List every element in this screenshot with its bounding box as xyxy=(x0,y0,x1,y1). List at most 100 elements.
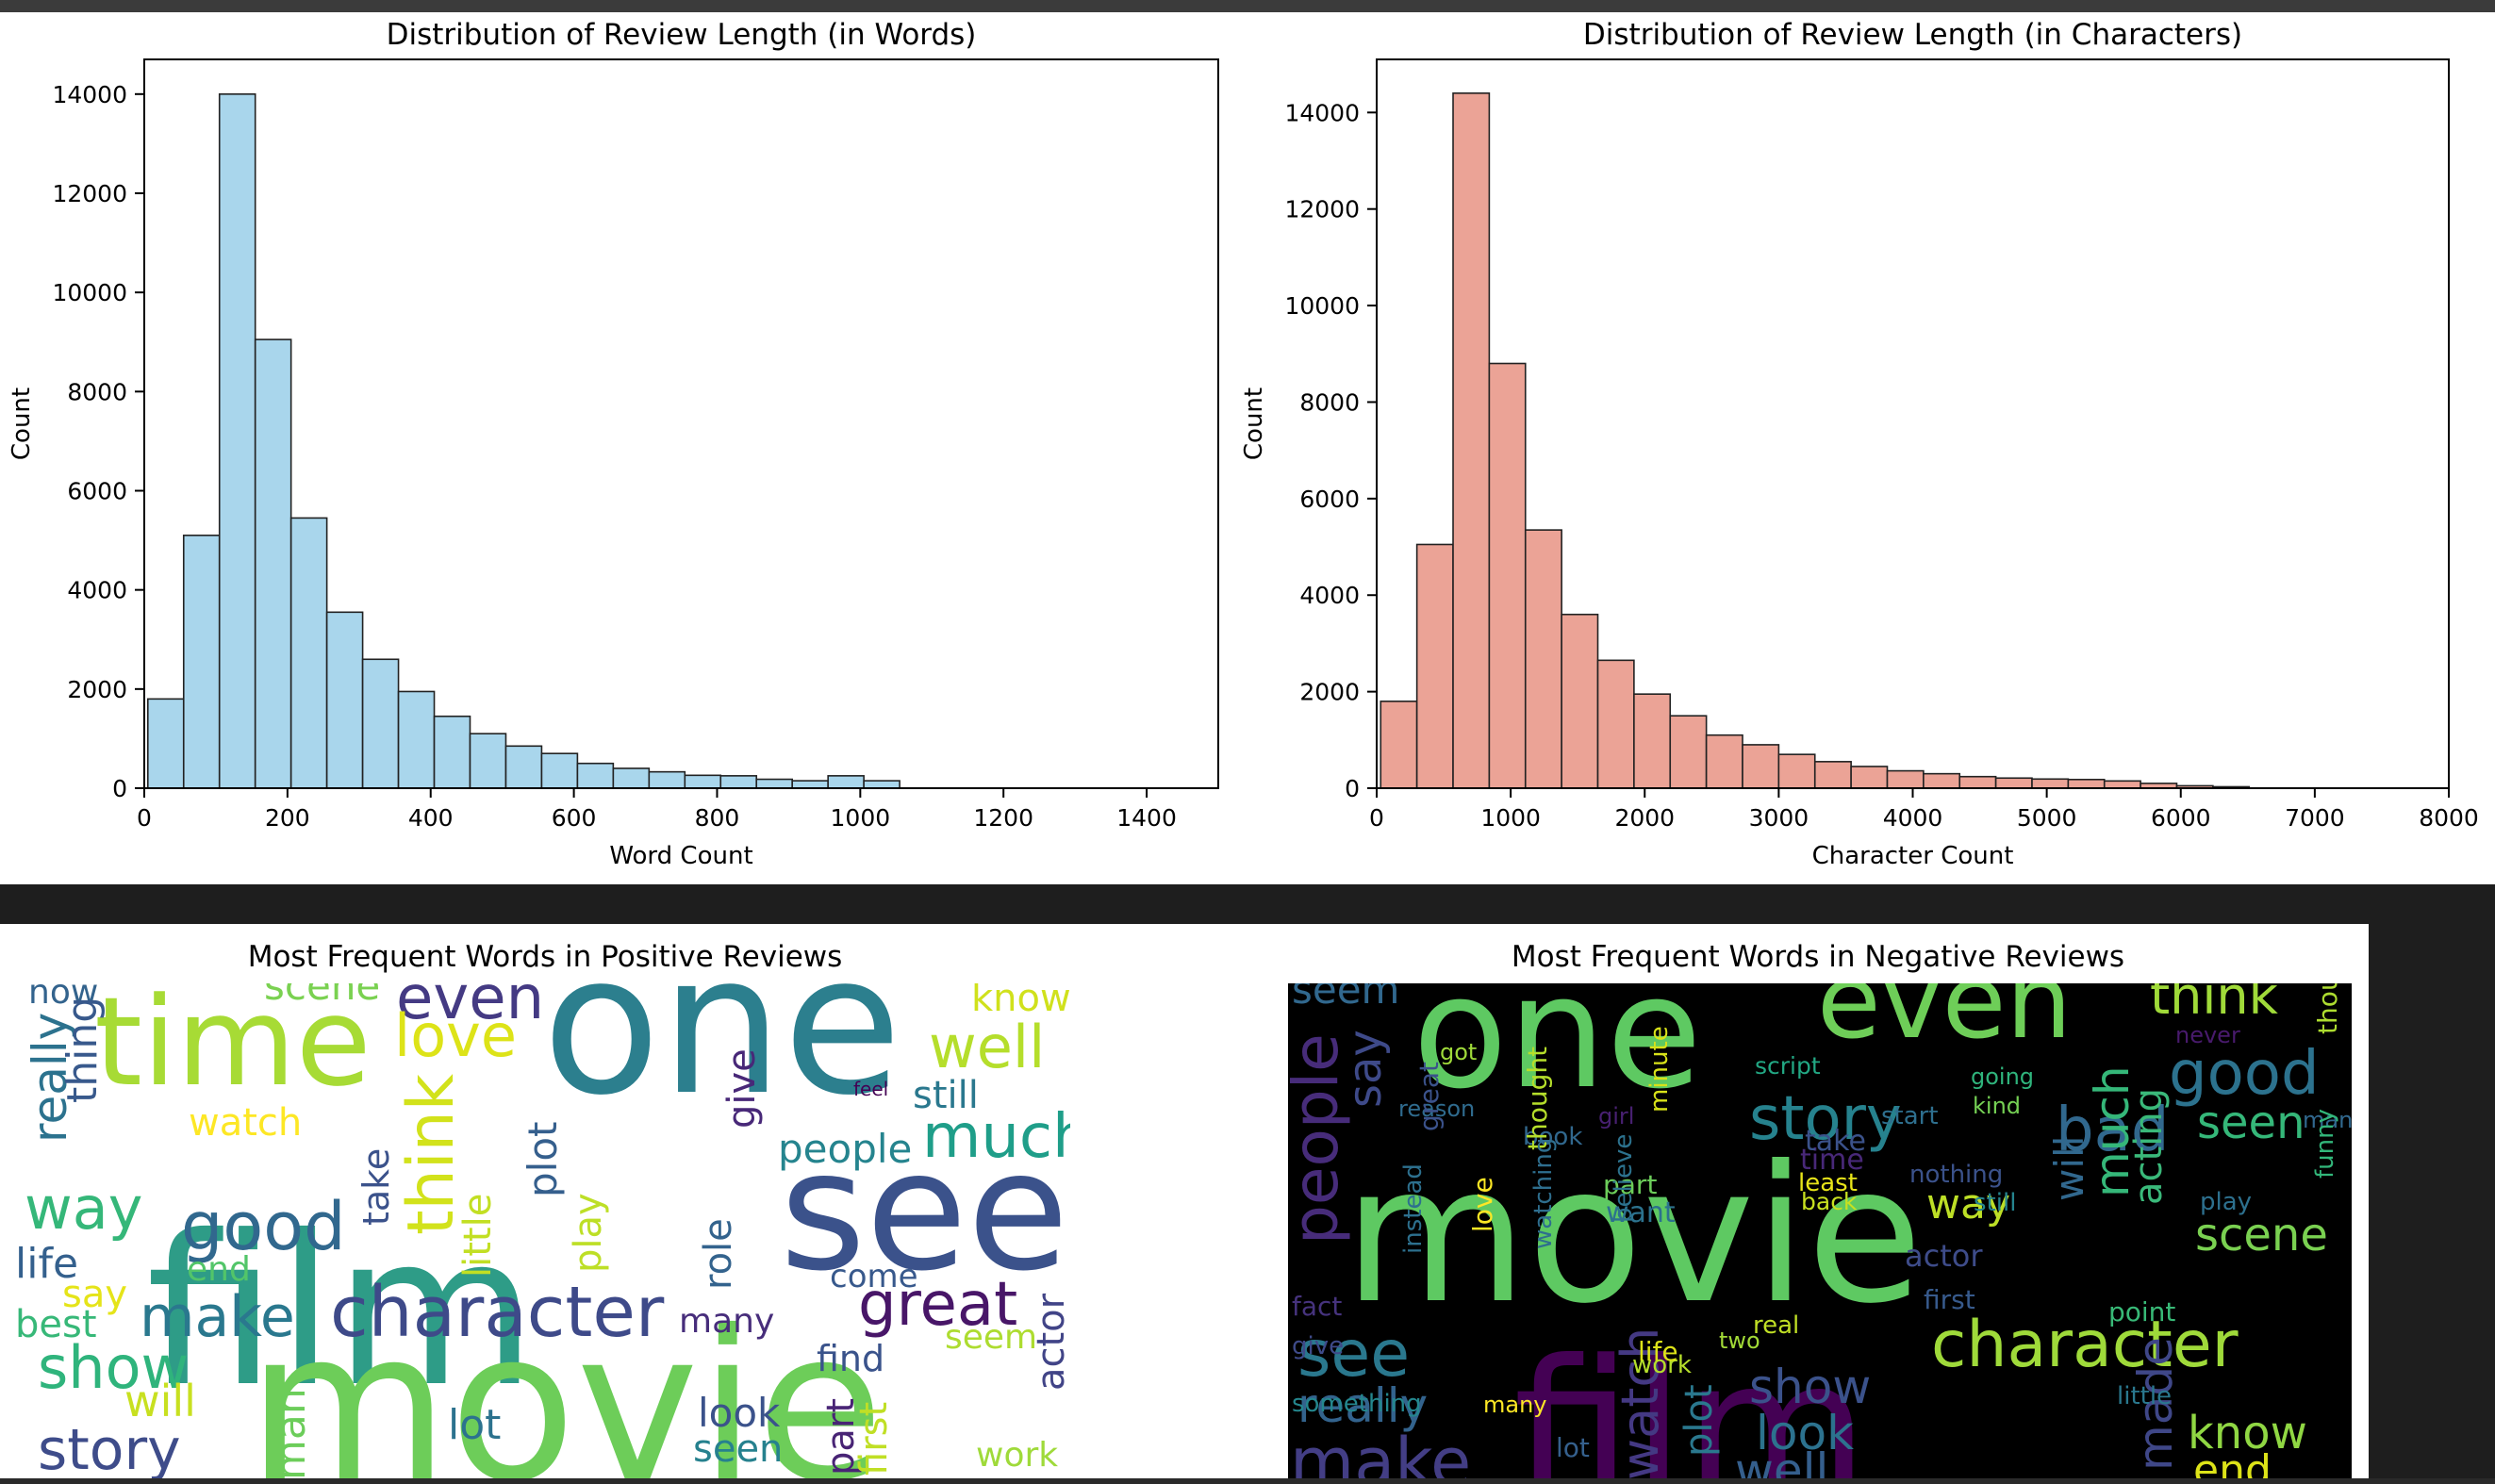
histogram-bar xyxy=(827,775,865,789)
histogram-bar xyxy=(1994,777,2033,789)
histogram-bar xyxy=(2067,778,2106,789)
wordcloud-word: play xyxy=(2200,1188,2252,1216)
wordcloud-word: actor xyxy=(1905,1238,1983,1274)
wordcloud-word: see xyxy=(1297,1317,1410,1392)
histogram-bar xyxy=(504,745,543,789)
y-axis-label: Count xyxy=(8,387,36,460)
wordcloud-word: reason xyxy=(1398,1096,1475,1122)
wordcloud-word: movie xyxy=(247,1286,884,1484)
wordcloud-word: acting xyxy=(2127,1088,2171,1205)
histogram-bar xyxy=(1813,761,1852,789)
wordcloud-word: play xyxy=(567,1193,610,1273)
wordcloud-word: lot xyxy=(1556,1432,1590,1463)
x-tick-label: 200 xyxy=(265,804,310,832)
wordcloud-word: story xyxy=(38,1417,181,1483)
wordcloud-word: even xyxy=(1817,941,2072,1062)
wordcloud-word: love xyxy=(1467,1177,1498,1232)
x-tick-label: 3000 xyxy=(1749,804,1809,832)
wordcloud-word: character xyxy=(330,1272,665,1353)
x-tick-label: 7000 xyxy=(2285,804,2345,832)
wordcloud-word: part xyxy=(1603,1169,1657,1200)
wordcloud-word: scene xyxy=(2195,1209,2328,1261)
x-tick-label: 400 xyxy=(408,804,454,832)
wordcloud-word: point xyxy=(2108,1296,2175,1327)
histogram-bar xyxy=(1488,362,1527,789)
wordcloud-word: come xyxy=(830,1258,918,1295)
histogram-bar xyxy=(254,338,292,789)
wordcloud-word: end xyxy=(187,1250,251,1289)
wordcloud-word: good xyxy=(181,1188,346,1265)
wordcloud-word: scene xyxy=(264,963,380,1009)
histogram-bar xyxy=(325,611,364,789)
wordcloud-word: feel xyxy=(853,1078,888,1100)
histogram-bar xyxy=(1415,543,1454,789)
histogram-bar xyxy=(1923,772,1961,789)
histogram-bar xyxy=(1669,715,1708,789)
wordcloud-word: good xyxy=(2169,1039,2320,1109)
wordcloud-word: well xyxy=(1735,1443,1828,1484)
histogram-bar xyxy=(755,778,793,789)
wordcloud-word: bad xyxy=(2056,1096,2169,1165)
wordcloud-word: least xyxy=(1798,1169,1858,1197)
wordcloud-word: two xyxy=(1719,1327,1760,1354)
wordcloud-word: seen xyxy=(693,1427,783,1471)
wordcloud-word: much xyxy=(2085,1065,2140,1197)
histogram-bar xyxy=(469,733,507,789)
y-axis-label: Count xyxy=(1240,387,1268,460)
wordcloud-word: look xyxy=(698,1390,781,1436)
wordcloud-word: start xyxy=(1881,1102,1939,1130)
chart-title: Distribution of Review Length (in Charac… xyxy=(1583,18,2242,52)
wordcloud-word: way xyxy=(25,1174,142,1243)
y-tick-label: 8000 xyxy=(67,378,127,405)
wordcloud-word: instead xyxy=(1399,1163,1428,1254)
histogram-bar xyxy=(1777,753,1816,789)
wordcloud-word: minute xyxy=(1645,1026,1674,1113)
histogram-bar xyxy=(182,535,221,789)
chart-title: Distribution of Review Length (in Words) xyxy=(387,18,977,52)
wordcloud-word: love xyxy=(394,1001,517,1070)
y-tick-label: 10000 xyxy=(52,279,127,306)
wordcloud-word: end xyxy=(2193,1446,2272,1484)
wordcloud-word: one xyxy=(542,924,901,1138)
histogram-bar xyxy=(397,690,436,789)
wordcloud-word: still xyxy=(913,1074,979,1117)
wordcloud-word: nothing xyxy=(1909,1161,2003,1189)
x-tick-label: 600 xyxy=(552,804,597,832)
wordcloud-word: character xyxy=(1931,1308,2239,1382)
wordcloud-word: though xyxy=(2312,941,2343,1034)
wordcloud-word: people xyxy=(778,1126,912,1172)
wordcloud-word: kind xyxy=(1973,1093,2021,1119)
wordcloud-word: will xyxy=(124,1376,196,1426)
wordcloud-word: work xyxy=(976,1436,1058,1475)
y-tick-label: 2000 xyxy=(67,676,127,703)
y-tick-label: 12000 xyxy=(1284,196,1360,223)
wordcloud-word: people xyxy=(1280,1033,1352,1245)
wordcloud-word: going xyxy=(1971,1064,2034,1090)
x-tick-label: 0 xyxy=(1369,804,1384,832)
wordcloud-word: fact xyxy=(1292,1291,1342,1322)
wordcloud-word: make xyxy=(140,1284,295,1350)
wordcloud-word: time xyxy=(1800,1144,1864,1177)
wordcloud-word: much xyxy=(922,1102,1091,1172)
wordcloud-word: role xyxy=(697,1218,740,1290)
wordcloud-word: actor xyxy=(1030,1293,1073,1391)
histogram-bar xyxy=(1705,734,1743,789)
wordcloud-word: film xyxy=(1513,1320,1868,1484)
x-tick-label: 1200 xyxy=(973,804,1033,832)
wordcloud-word: funny xyxy=(2311,1109,2339,1179)
histogram-words: 0 200 400 600 800 1000 1200 1400020004000600080… xyxy=(8,18,1219,870)
wordcloud-word: film xyxy=(146,1191,537,1432)
y-tick-label: 10000 xyxy=(1284,292,1360,320)
wordcloud-word: will xyxy=(2046,1136,2092,1201)
wordcloud-word: see xyxy=(780,1116,1069,1308)
histogram-bar xyxy=(791,780,829,789)
wordcloud-word: think xyxy=(2150,966,2279,1026)
wordcloud-word: first xyxy=(1924,1284,1975,1315)
wordcloud-word: back xyxy=(1801,1188,1858,1215)
wordcloud-word: really xyxy=(1297,1378,1428,1433)
wordcloud-word: girl xyxy=(1598,1103,1634,1129)
wordcloud-word: watch xyxy=(189,1101,302,1145)
x-tick-label: 1000 xyxy=(831,804,891,832)
wordcloud-word: great xyxy=(1413,1062,1445,1131)
wordcloud-word: think xyxy=(394,1073,469,1235)
